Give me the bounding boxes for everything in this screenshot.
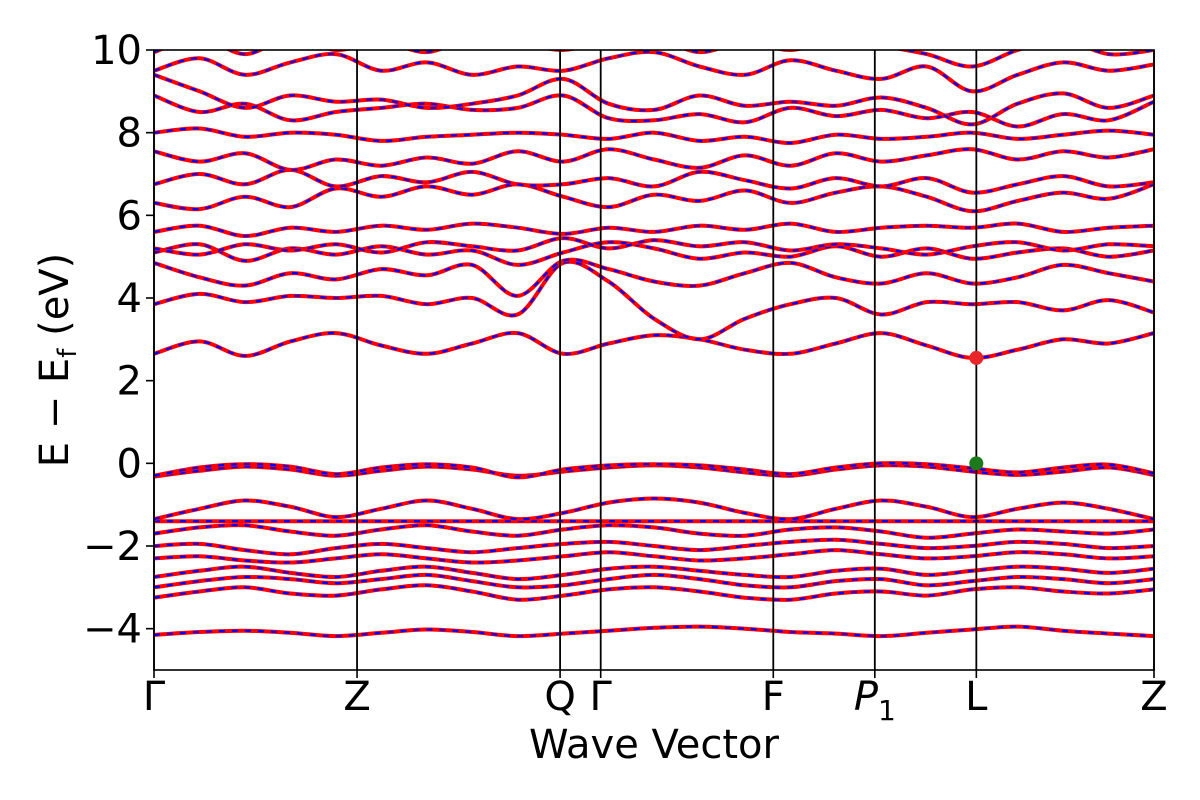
- y-axis-title: E − Ef (eV): [32, 253, 83, 468]
- band-line-dashed: [154, 260, 1154, 341]
- kpoint-label: Z: [1140, 674, 1167, 720]
- band-line-dashed: [154, 50, 1154, 68]
- band-line: [154, 523, 1154, 540]
- kpoint-label-main: P: [854, 674, 879, 720]
- band-line-dashed: [154, 127, 1154, 145]
- y-tick-label: 0: [117, 441, 142, 487]
- band-line-dashed: [154, 497, 1154, 521]
- y-tick-label: −2: [83, 524, 142, 570]
- kpoint-label-subscript: 1: [878, 694, 896, 727]
- kpoint-label: F: [762, 674, 785, 720]
- band-line: [154, 624, 1154, 639]
- band-line: [154, 257, 1154, 298]
- y-axis-title-unit: (eV): [32, 253, 78, 349]
- y-tick-label: 8: [117, 111, 142, 157]
- band-line-dashed: [154, 258, 1154, 298]
- band-edge-markers: [969, 350, 984, 471]
- band-line-dashed: [154, 548, 1154, 564]
- band-line-dashed: [154, 538, 1154, 556]
- y-tick-label: 6: [117, 193, 142, 239]
- y-axis-ticks: −4 −2 0 2 4 6 8 10: [83, 28, 154, 653]
- band-line-dashed: [154, 565, 1154, 581]
- x-axis-ticks: Γ Z Q Γ F P1 L Z: [143, 670, 1168, 727]
- kpoint-label: Z: [343, 674, 370, 720]
- kpoint-label: Γ: [143, 674, 166, 720]
- band-line-dashed: [154, 73, 1154, 126]
- band-line-dashed: [154, 573, 1154, 589]
- band-line: [154, 167, 1154, 195]
- band-line-dashed: [154, 584, 1154, 601]
- band-line: [154, 147, 1154, 172]
- cbm-marker: [969, 350, 984, 365]
- band-line: [154, 93, 1154, 129]
- vbm-marker: [969, 456, 984, 471]
- y-tick-label: 2: [117, 359, 142, 405]
- y-tick-label: −4: [83, 607, 142, 653]
- band-line: [154, 50, 1154, 94]
- x-axis-title: Wave Vector: [529, 722, 780, 768]
- band-line: [154, 583, 1154, 602]
- band-line-dashed: [154, 50, 1154, 93]
- band-line-dashed: [154, 462, 1154, 479]
- band-line-dashed: [154, 236, 1154, 256]
- band-line: [154, 496, 1154, 522]
- band-line-dashed: [154, 331, 1154, 360]
- y-tick-label: 10: [91, 28, 142, 74]
- band-line-dashed: [154, 222, 1154, 238]
- band-line: [154, 330, 1154, 360]
- band-line-dashed: [154, 524, 1154, 539]
- kpoint-label: L: [965, 674, 988, 720]
- kpoint-label: Q: [544, 674, 575, 720]
- band-line: [154, 240, 1154, 267]
- kpoint-label: P1: [854, 674, 896, 727]
- y-axis-title-subscript: f: [53, 348, 83, 358]
- bands-layer: [154, 50, 1154, 639]
- band-line: [154, 221, 1154, 239]
- band-line-dashed: [154, 625, 1154, 638]
- plot-frame: [153, 49, 1155, 671]
- y-tick-label: 4: [117, 276, 142, 322]
- kpoint-label: Γ: [590, 674, 613, 720]
- band-line-dashed: [154, 183, 1154, 213]
- band-line: [154, 126, 1154, 146]
- y-axis-title-main: E − E: [32, 358, 78, 468]
